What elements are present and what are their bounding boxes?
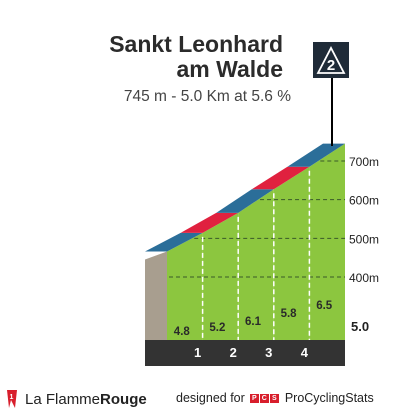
designed-for: designed for	[176, 391, 245, 405]
y-tick-label-600: 600m	[349, 194, 379, 208]
profile-segment-5	[309, 143, 345, 340]
flame-icon: 1	[7, 390, 17, 408]
gradient-label-3: 6.1	[245, 316, 262, 328]
climb-name-line1: Sankt Leonhard	[109, 31, 283, 57]
profile-fill	[145, 143, 345, 366]
profile-base	[145, 340, 345, 366]
distance-label: 5.0	[351, 319, 369, 334]
gradient-label-4: 5.8	[281, 308, 298, 320]
km-marker-2: 2	[230, 345, 237, 360]
credit: designed for P C S ProCyclingStats	[176, 391, 374, 405]
climb-title: Sankt Leonhard am Walde	[109, 32, 283, 82]
brand-suffix: Rouge	[100, 390, 147, 408]
color-bands	[145, 143, 345, 252]
profile-segment-1	[167, 232, 203, 340]
gradient-label-1: 4.8	[174, 326, 191, 338]
category-marker: 2	[313, 42, 349, 146]
gradient-band-2	[180, 212, 239, 233]
svg-text:1: 1	[10, 394, 14, 401]
km-marker-4: 4	[301, 345, 309, 360]
profile-side-wall	[145, 251, 167, 366]
altitude-grid	[169, 160, 345, 340]
km-marker-3: 3	[265, 345, 272, 360]
mountain-icon	[316, 46, 346, 74]
chart-labels: 400m 500m 600m 700m 4.8 5.2 6.1 5.8 6.5 1 2 3 4 5.0	[174, 155, 379, 360]
gradient-label-5: 6.5	[316, 300, 333, 312]
km-marker-1: 1	[194, 345, 201, 360]
y-tick-label-500: 500m	[349, 232, 379, 246]
pcs-logo-p: P	[249, 393, 259, 403]
climb-summary: 745 m - 5.0 Km at 5.6 %	[123, 88, 291, 105]
profile-segment-3	[238, 189, 274, 340]
y-tick-label-400: 400m	[349, 271, 379, 285]
gradient-label-2: 5.2	[209, 322, 225, 334]
y-tick-label-700: 700m	[349, 155, 379, 169]
gradient-band-4	[251, 166, 310, 190]
gradient-band-3	[216, 189, 274, 213]
pcs-logo-s: S	[269, 393, 279, 403]
profile-segment-2	[202, 212, 239, 340]
pcs-logo-icon: P C S	[249, 393, 280, 403]
climb-name-line2: am Walde	[176, 56, 283, 82]
gradient-band-1	[145, 232, 203, 252]
pcs-name: ProCyclingStats	[284, 391, 374, 405]
lfr-logo: 1 La FlammeRouge	[5, 390, 147, 408]
pcs-logo-c: C	[259, 393, 269, 403]
brand-name: La FlammeRouge	[25, 391, 147, 408]
gradient-band-5	[287, 143, 345, 167]
footer: 1 La FlammeRouge designed for P C S ProC…	[0, 386, 405, 414]
category-number: 2	[327, 57, 335, 74]
profile-chart: 400m 500m 600m 700m 4.8 5.2 6.1 5.8 6.5 1 2 3 4 5.0 2	[145, 42, 379, 366]
brand-prefix: La Flamme	[25, 390, 101, 408]
profile-segment-4	[273, 166, 310, 340]
